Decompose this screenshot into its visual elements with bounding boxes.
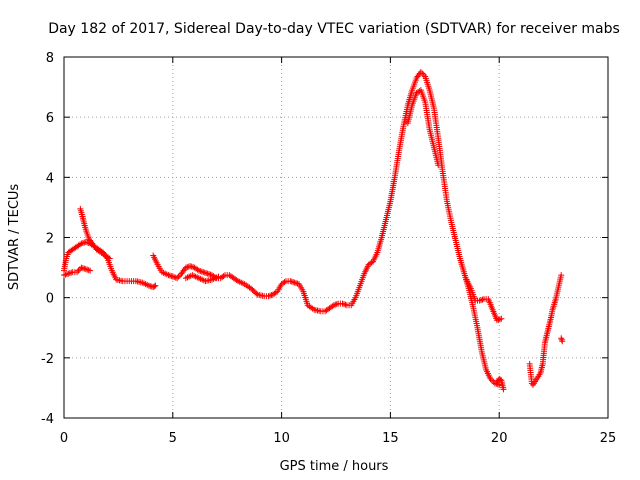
y-tick-label: -4 bbox=[41, 412, 54, 427]
data-point bbox=[166, 272, 173, 279]
data-point bbox=[182, 264, 189, 271]
data-point bbox=[79, 240, 86, 247]
data-point bbox=[61, 272, 67, 279]
data-point bbox=[293, 280, 300, 287]
data-point bbox=[479, 296, 486, 303]
data-point bbox=[500, 386, 507, 393]
data-point bbox=[266, 292, 273, 299]
y-axis-label: SDTVAR / TECUs bbox=[7, 184, 22, 291]
data-point bbox=[287, 278, 294, 285]
data-point bbox=[62, 271, 69, 278]
y-tick-label: 2 bbox=[46, 232, 54, 247]
data-point bbox=[82, 239, 89, 246]
data-point bbox=[339, 300, 346, 307]
data-point bbox=[68, 269, 75, 276]
data-point bbox=[200, 269, 207, 276]
data-point bbox=[498, 315, 505, 322]
y-tick-label: -2 bbox=[41, 352, 54, 367]
data-point bbox=[281, 279, 288, 286]
data-point bbox=[290, 279, 297, 286]
data-point bbox=[494, 317, 501, 324]
data-point bbox=[203, 270, 210, 277]
x-tick-label: 5 bbox=[169, 431, 177, 446]
data-point bbox=[330, 302, 337, 309]
x-tick-label: 10 bbox=[273, 431, 290, 446]
data-point bbox=[206, 271, 213, 278]
data-point bbox=[197, 268, 204, 275]
data-point bbox=[215, 273, 222, 280]
y-tick-label: 4 bbox=[46, 171, 54, 186]
data-point bbox=[272, 289, 279, 296]
data-point bbox=[174, 275, 181, 282]
x-tick-label: 20 bbox=[491, 431, 508, 446]
data-point bbox=[84, 266, 91, 273]
data-point bbox=[171, 274, 178, 281]
data-point bbox=[495, 316, 502, 323]
grid bbox=[64, 57, 608, 418]
data-point bbox=[187, 263, 194, 270]
data-point bbox=[340, 301, 347, 308]
data-point bbox=[195, 267, 202, 274]
data-point bbox=[435, 162, 442, 169]
data-point bbox=[496, 316, 503, 323]
data-point bbox=[168, 273, 175, 280]
data-point bbox=[165, 272, 172, 279]
data-point bbox=[79, 265, 86, 272]
x-axis-label: GPS time / hours bbox=[280, 459, 389, 474]
data-point bbox=[265, 293, 272, 300]
data-point bbox=[188, 263, 195, 270]
data-point bbox=[496, 381, 503, 388]
data-point bbox=[78, 240, 85, 247]
data-point bbox=[151, 283, 158, 290]
data-point bbox=[63, 271, 70, 278]
data-point bbox=[478, 297, 485, 304]
data-point bbox=[76, 266, 83, 273]
y-tick-label: 0 bbox=[46, 292, 54, 307]
data-point bbox=[332, 301, 339, 308]
y-tick-label: 6 bbox=[46, 111, 54, 126]
x-tick-label: 15 bbox=[382, 431, 399, 446]
data-point bbox=[85, 267, 92, 274]
data-point bbox=[78, 264, 85, 271]
data-point bbox=[198, 268, 205, 275]
data-point bbox=[106, 255, 113, 262]
data-point bbox=[145, 282, 152, 289]
chart-title: Day 182 of 2017, Sidereal Day-to-day VTE… bbox=[48, 21, 620, 37]
data-point bbox=[175, 273, 182, 280]
data-point bbox=[342, 301, 349, 308]
y-tick-label: 8 bbox=[46, 51, 54, 66]
data-point bbox=[65, 270, 72, 277]
data-point bbox=[291, 279, 298, 286]
data-point bbox=[201, 269, 208, 276]
data-point bbox=[184, 264, 191, 271]
data-point bbox=[333, 301, 340, 308]
data-point bbox=[169, 273, 176, 280]
data-point bbox=[476, 297, 483, 304]
data-point bbox=[204, 270, 211, 277]
data-point bbox=[559, 338, 566, 345]
axis-ticks: 0 5 10 15 20 25 -4 -2 0 2 4 6 8 bbox=[41, 51, 616, 446]
data-point bbox=[558, 335, 565, 342]
data-point bbox=[66, 270, 73, 277]
data-point bbox=[172, 274, 179, 281]
data-point bbox=[87, 267, 94, 274]
data-point bbox=[558, 272, 565, 279]
data-marks bbox=[61, 69, 566, 393]
data-point bbox=[558, 336, 565, 343]
data-point bbox=[152, 282, 159, 289]
data-point bbox=[82, 266, 89, 273]
data-point bbox=[288, 278, 295, 285]
data-point bbox=[81, 265, 88, 272]
data-point bbox=[233, 277, 240, 284]
x-tick-label: 0 bbox=[60, 431, 68, 446]
x-tick-label: 25 bbox=[600, 431, 617, 446]
data-point bbox=[220, 273, 227, 280]
